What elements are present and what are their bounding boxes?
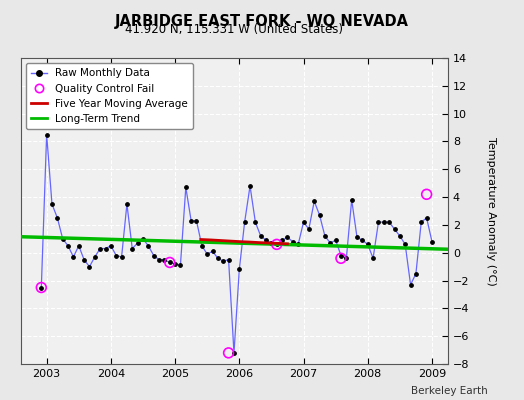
Point bbox=[299, 219, 308, 225]
Point bbox=[198, 242, 206, 249]
Point bbox=[85, 264, 94, 270]
Point bbox=[272, 241, 281, 248]
Point bbox=[379, 219, 388, 225]
Point bbox=[176, 262, 184, 268]
Point bbox=[396, 233, 404, 239]
Point bbox=[332, 237, 340, 244]
Point bbox=[310, 198, 319, 204]
Point bbox=[278, 237, 286, 244]
Point bbox=[337, 255, 345, 262]
Point bbox=[149, 252, 158, 259]
Point bbox=[166, 259, 174, 266]
Point bbox=[364, 241, 372, 248]
Point bbox=[48, 201, 56, 207]
Point bbox=[422, 215, 431, 221]
Text: Berkeley Earth: Berkeley Earth bbox=[411, 386, 487, 396]
Point bbox=[272, 241, 281, 248]
Point bbox=[385, 219, 394, 225]
Point bbox=[358, 237, 367, 244]
Point bbox=[107, 242, 115, 249]
Point bbox=[139, 236, 147, 242]
Point bbox=[412, 270, 420, 277]
Point bbox=[166, 259, 174, 266]
Point bbox=[134, 240, 142, 246]
Point bbox=[160, 256, 169, 263]
Point bbox=[182, 184, 190, 190]
Point bbox=[42, 131, 51, 138]
Point bbox=[230, 350, 238, 356]
Legend: Raw Monthly Data, Quality Control Fail, Five Year Moving Average, Long-Term Tren: Raw Monthly Data, Quality Control Fail, … bbox=[26, 63, 193, 129]
Point bbox=[203, 251, 211, 257]
Point bbox=[304, 226, 313, 232]
Point bbox=[422, 191, 431, 198]
Point bbox=[267, 240, 276, 246]
Point bbox=[91, 254, 99, 260]
Point bbox=[37, 284, 46, 291]
Point bbox=[112, 252, 121, 259]
Point bbox=[369, 255, 377, 262]
Point bbox=[224, 350, 233, 356]
Point bbox=[246, 183, 254, 189]
Point bbox=[294, 241, 302, 248]
Point bbox=[128, 245, 136, 252]
Point bbox=[209, 248, 217, 254]
Text: JARBIDGE EAST FORK - WQ NEVADA: JARBIDGE EAST FORK - WQ NEVADA bbox=[115, 14, 409, 29]
Point bbox=[342, 255, 351, 262]
Point bbox=[353, 234, 361, 241]
Point bbox=[283, 234, 292, 241]
Point bbox=[96, 245, 104, 252]
Point bbox=[315, 212, 324, 218]
Point bbox=[64, 242, 72, 249]
Point bbox=[347, 197, 356, 203]
Point bbox=[214, 255, 222, 262]
Point bbox=[219, 258, 227, 264]
Point bbox=[74, 242, 83, 249]
Point bbox=[235, 266, 244, 273]
Point bbox=[192, 218, 201, 224]
Point bbox=[144, 242, 152, 249]
Point bbox=[428, 238, 436, 245]
Point bbox=[59, 236, 67, 242]
Point bbox=[187, 218, 195, 224]
Point bbox=[155, 256, 163, 263]
Point bbox=[407, 282, 415, 288]
Point bbox=[326, 240, 334, 246]
Point bbox=[251, 219, 259, 225]
Point bbox=[337, 252, 345, 259]
Point bbox=[374, 219, 383, 225]
Point bbox=[117, 254, 126, 260]
Point bbox=[390, 226, 399, 232]
Point bbox=[80, 256, 88, 263]
Point bbox=[37, 284, 46, 291]
Y-axis label: Temperature Anomaly (°C): Temperature Anomaly (°C) bbox=[486, 137, 496, 285]
Point bbox=[257, 233, 265, 239]
Title: 41.920 N, 115.331 W (United States): 41.920 N, 115.331 W (United States) bbox=[125, 23, 344, 36]
Point bbox=[224, 256, 233, 263]
Point bbox=[241, 219, 249, 225]
Point bbox=[262, 237, 270, 244]
Point bbox=[401, 241, 409, 248]
Point bbox=[69, 254, 78, 260]
Point bbox=[171, 261, 179, 267]
Point bbox=[123, 201, 131, 207]
Point bbox=[417, 219, 425, 225]
Point bbox=[53, 215, 61, 221]
Point bbox=[321, 233, 329, 239]
Point bbox=[289, 238, 297, 245]
Point bbox=[101, 245, 110, 252]
